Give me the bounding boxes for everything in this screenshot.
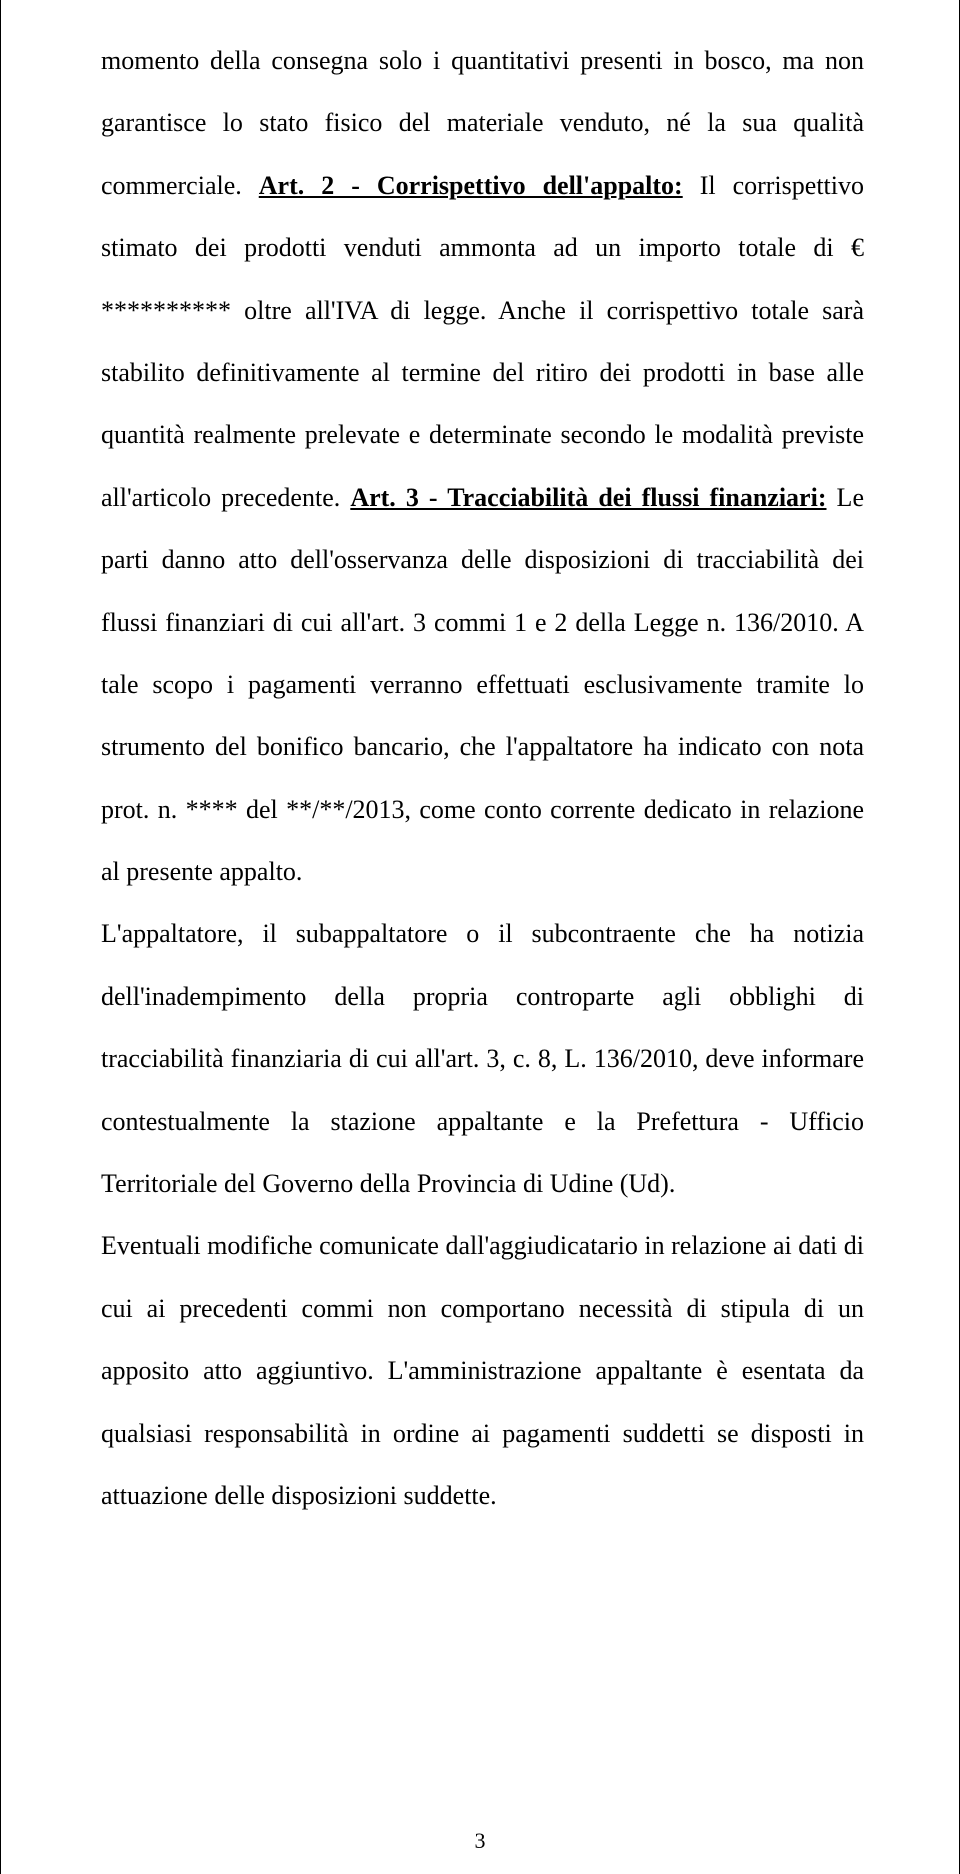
p3-text: Eventuali modifiche comunicate dall'aggi… [101,1231,864,1510]
paragraph-2: L'appaltatore, il subappaltatore o il su… [101,903,864,1215]
document-content: momento della consegna solo i quantitati… [101,30,864,1527]
paragraph-3: Eventuali modifiche comunicate dall'aggi… [101,1215,864,1527]
article-2-body: Il corrispettivo stimato dei prodotti ve… [101,171,864,512]
page-number: 3 [1,1828,959,1854]
paragraph-1: momento della consegna solo i quantitati… [101,30,864,903]
article-3-label: Art. 3 - Tracciabilità dei flussi finanz… [350,483,826,512]
article-3-body: Le parti danno atto dell'osservanza dell… [101,483,864,886]
article-2-label: Art. 2 - Corrispettivo dell'appalto: [259,171,683,200]
p2-text: L'appaltatore, il subappaltatore o il su… [101,919,864,1198]
document-page: momento della consegna solo i quantitati… [0,0,960,1874]
